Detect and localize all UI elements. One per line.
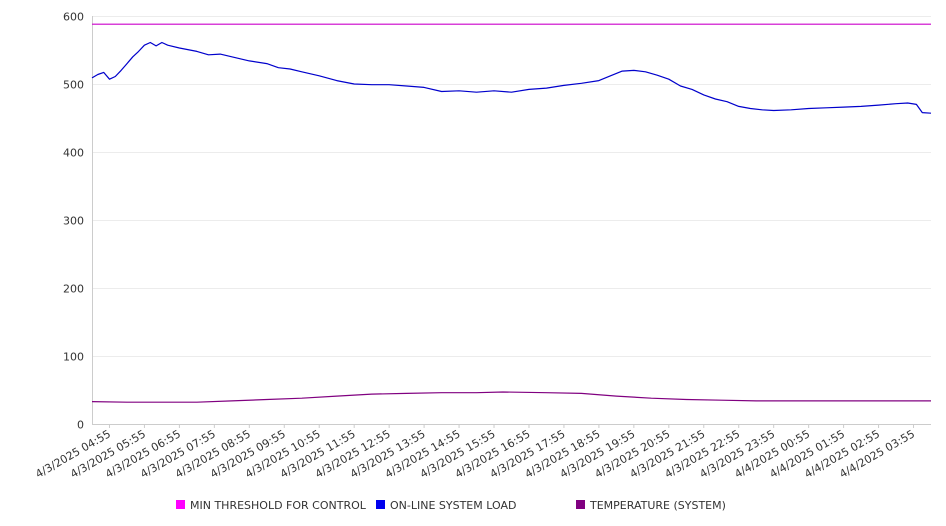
legend: MIN THRESHOLD FOR CONTROL ON-LINE SYSTEM … (176, 499, 726, 512)
series-lines (91, 23, 932, 403)
legend-swatch (176, 500, 185, 509)
y-tick-label: 500 (63, 79, 84, 92)
y-tick-label: 100 (63, 351, 84, 364)
y-tick-label: 200 (63, 283, 84, 296)
x-axis-ticks: 4/3/2025 04:554/3/2025 05:554/3/2025 06:… (33, 424, 917, 481)
legend-swatch (376, 500, 385, 509)
y-tick-label: 600 (63, 11, 84, 24)
y-axis-ticks: 0 100 200 300 400 500 600 (63, 11, 84, 432)
legend-label: MIN THRESHOLD FOR CONTROL (190, 499, 367, 512)
y-tick-label: 0 (77, 419, 84, 432)
legend-swatch (576, 500, 585, 509)
grid-lines (92, 16, 931, 357)
legend-label: ON-LINE SYSTEM LOAD (390, 499, 516, 512)
series-line-2 (91, 391, 931, 403)
y-tick-label: 400 (63, 147, 84, 160)
y-tick-label: 300 (63, 215, 84, 228)
axes (92, 16, 931, 425)
legend-label: TEMPERATURE (SYSTEM) (589, 499, 726, 512)
series-line-1 (91, 41, 932, 114)
